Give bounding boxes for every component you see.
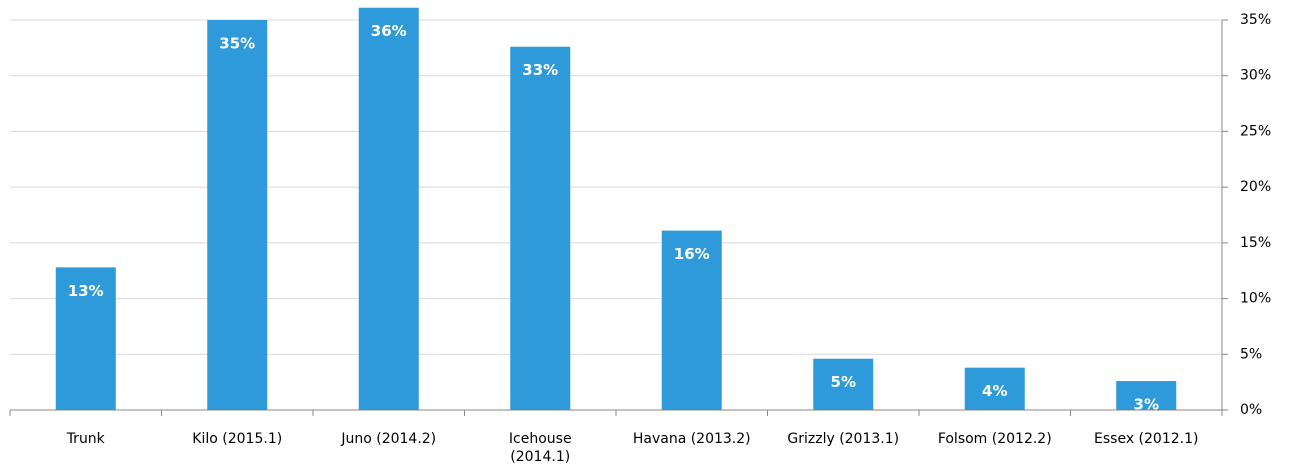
value-label: 3% [1134, 396, 1159, 414]
x-tick-label: Juno (2014.2) [341, 431, 437, 447]
y-tick-label: 10% [1240, 291, 1271, 307]
y-tick-label: 20% [1240, 179, 1271, 195]
x-tick-label: Kilo (2015.1) [192, 431, 283, 447]
y-tick-label: 5% [1240, 346, 1262, 362]
x-tick-label: Essex (2012.1) [1094, 431, 1199, 447]
x-tick-label: Icehouse (2014.1) [508, 431, 572, 465]
x-tick-label: Folsom (2012.2) [937, 431, 1052, 447]
value-label: 16% [674, 245, 710, 263]
x-tick-label: Havana (2013.2) [632, 431, 751, 447]
bar [1116, 381, 1177, 410]
x-tick-label: Grizzly (2013.1) [787, 431, 900, 447]
value-label: 36% [371, 22, 407, 40]
y-tick-label: 30% [1240, 68, 1271, 84]
value-label: 35% [219, 35, 255, 53]
y-tick-label: 25% [1240, 123, 1271, 139]
value-label: 4% [982, 382, 1007, 400]
bar [510, 46, 571, 410]
x-tick-label: Trunk [66, 431, 105, 447]
value-label: 33% [522, 61, 558, 79]
y-tick-label: 0% [1240, 402, 1262, 418]
y-tick-label: 35% [1240, 12, 1271, 28]
bar [358, 7, 419, 410]
bar [813, 358, 874, 410]
bar [964, 367, 1025, 410]
bar [55, 267, 116, 410]
bar [207, 20, 268, 410]
bar [661, 230, 722, 410]
value-label: 13% [68, 282, 104, 300]
value-label: 5% [831, 373, 856, 391]
y-tick-label: 15% [1240, 235, 1271, 251]
